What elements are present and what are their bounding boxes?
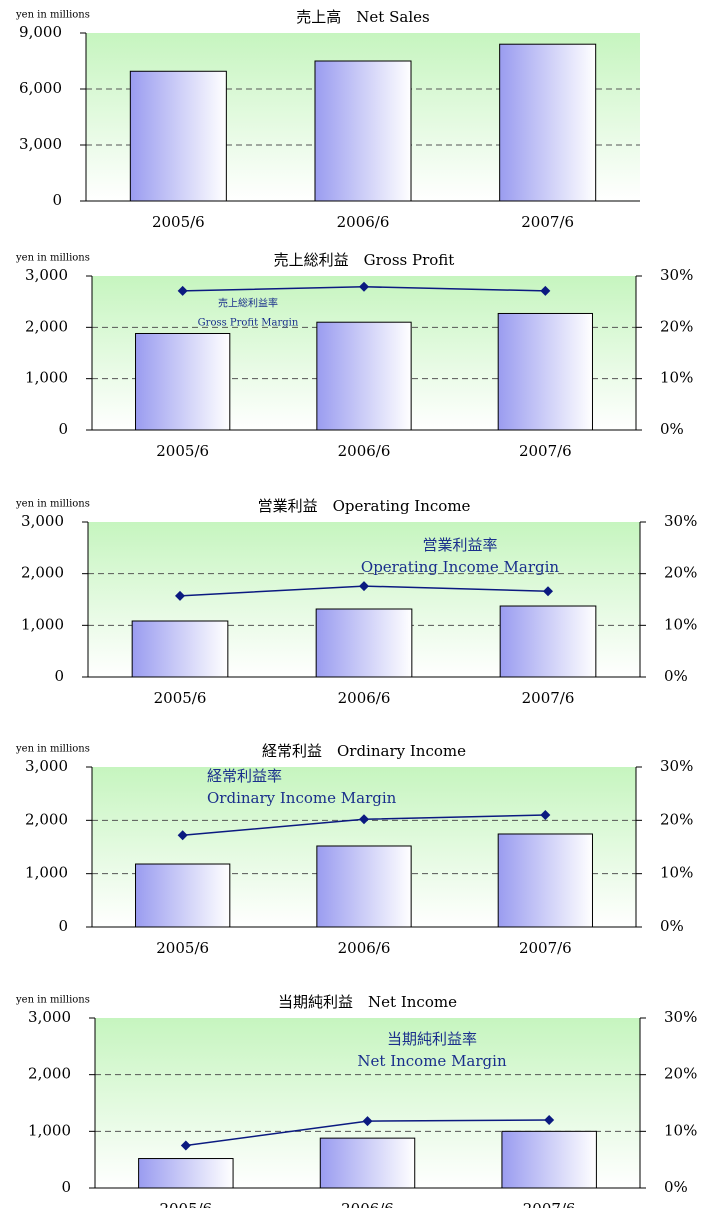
y-axis-label: yen in millions (15, 995, 90, 1006)
chart-title: 経常利益 Ordinary Income (262, 742, 466, 760)
y2-tick-label: 20% (664, 564, 697, 582)
y2-tick-label: 30% (660, 757, 693, 775)
margin-marker (177, 830, 188, 841)
y-tick-label: 6,000 (19, 79, 62, 97)
y-axis-label: yen in millions (15, 10, 90, 21)
line-annotation: 当期純利益率 (387, 1030, 477, 1048)
y-tick-label: 0 (58, 917, 68, 935)
x-tick-label: 2005/6 (156, 939, 209, 957)
y-tick-label: 1,000 (28, 1121, 71, 1139)
y-tick-label: 3,000 (19, 135, 62, 153)
y2-tick-label: 0% (664, 1178, 688, 1196)
chart-title: 売上高 Net Sales (296, 8, 429, 26)
y-tick-label: 2,000 (21, 564, 64, 582)
y-tick-label: 3,000 (25, 757, 68, 775)
y2-tick-label: 10% (664, 1121, 697, 1139)
line-annotation: 経常利益率 (207, 767, 282, 785)
margin-marker (359, 581, 369, 592)
y2-tick-label: 0% (660, 917, 684, 935)
bar (135, 332, 231, 431)
x-tick-label: 2007/6 (519, 442, 572, 460)
x-tick-label: 2006/6 (338, 939, 391, 957)
bar (499, 43, 597, 202)
line-annotation: Operating Income Margin (361, 558, 560, 576)
y-tick-label: 1,000 (25, 369, 68, 387)
y2-tick-label: 20% (660, 317, 693, 335)
margin-marker (544, 1115, 555, 1125)
y-tick-label: 1,000 (21, 615, 64, 633)
bar (497, 312, 593, 431)
bar (135, 863, 231, 928)
y2-tick-label: 30% (664, 1008, 697, 1026)
y2-tick-label: 30% (660, 266, 693, 284)
x-tick-label: 2007/6 (519, 939, 572, 957)
bar (319, 1137, 416, 1189)
x-tick-label: 2005/6 (159, 1200, 212, 1208)
margin-marker (359, 814, 369, 825)
bar (499, 605, 597, 678)
chart-title: 当期純利益 Net Income (278, 993, 457, 1011)
y-tick-label: 9,000 (19, 23, 62, 41)
margin-marker (540, 810, 551, 820)
bar (129, 70, 227, 202)
x-tick-label: 2005/6 (154, 689, 207, 707)
margin-marker (359, 281, 369, 292)
x-tick-label: 2007/6 (522, 689, 575, 707)
margin-marker (175, 590, 185, 601)
bar (501, 1130, 597, 1189)
y-tick-label: 0 (54, 667, 64, 685)
y-tick-label: 0 (61, 1178, 71, 1196)
y-tick-label: 3,000 (28, 1008, 71, 1026)
x-tick-label: 2006/6 (337, 213, 390, 231)
y2-tick-label: 10% (660, 369, 693, 387)
x-tick-label: 2005/6 (152, 213, 205, 231)
y-tick-label: 2,000 (25, 317, 68, 335)
bar (315, 608, 413, 678)
line-annotation: 営業利益率 (422, 536, 497, 554)
y2-tick-label: 10% (664, 615, 697, 633)
bar (314, 60, 412, 202)
y-axis-label: yen in millions (15, 744, 90, 755)
y-tick-label: 2,000 (25, 810, 68, 828)
y2-tick-label: 0% (664, 667, 688, 685)
y-tick-label: 1,000 (25, 864, 68, 882)
margin-marker (543, 586, 553, 597)
bar (138, 1158, 234, 1189)
margin-marker (362, 1116, 373, 1127)
y-axis-label: yen in millions (15, 253, 90, 264)
line-annotation: 売上総利益率 (218, 297, 278, 310)
y-tick-label: 2,000 (28, 1065, 71, 1083)
bar (316, 321, 412, 431)
line-annotation: Ordinary Income Margin (207, 789, 397, 807)
y-tick-label: 0 (58, 420, 68, 438)
x-tick-label: 2007/6 (521, 213, 574, 231)
y-tick-label: 3,000 (25, 266, 68, 284)
y2-tick-label: 20% (660, 810, 693, 828)
margin-marker (177, 285, 188, 296)
margin-marker (180, 1140, 191, 1151)
chart-title: 営業利益 Operating Income (258, 497, 471, 515)
y-axis-label: yen in millions (15, 499, 90, 510)
bar (316, 845, 412, 928)
y-tick-label: 3,000 (21, 512, 64, 530)
x-tick-label: 2006/6 (338, 689, 391, 707)
x-tick-label: 2005/6 (156, 442, 209, 460)
bar (131, 620, 229, 678)
y2-tick-label: 20% (664, 1065, 697, 1083)
line-annotation: Net Income Margin (357, 1052, 507, 1070)
x-tick-label: 2007/6 (523, 1200, 576, 1208)
x-tick-label: 2006/6 (338, 442, 391, 460)
x-tick-label: 2006/6 (341, 1200, 394, 1208)
bar (497, 833, 593, 928)
chart-title: 売上総利益 Gross Profit (274, 251, 455, 269)
y2-tick-label: 30% (664, 512, 697, 530)
y2-tick-label: 0% (660, 420, 684, 438)
line-annotation: Gross Profit Margin (198, 318, 299, 329)
y2-tick-label: 10% (660, 864, 693, 882)
y-tick-label: 0 (52, 191, 62, 209)
margin-marker (540, 285, 551, 296)
